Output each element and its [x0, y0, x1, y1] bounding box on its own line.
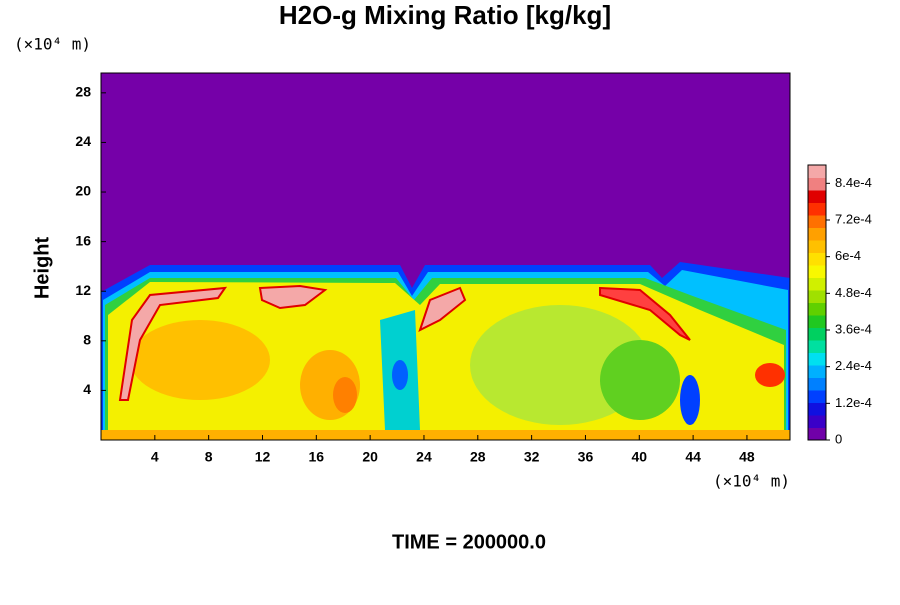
colorbar-band [808, 352, 826, 366]
x-tick-label: 4 [151, 449, 159, 465]
field-region [101, 430, 790, 440]
contour-field [101, 73, 790, 440]
colorbar-band [808, 365, 826, 378]
x-tick-label: 32 [524, 449, 540, 465]
y-unit: (×10⁴ m) [14, 35, 91, 54]
x-tick-label: 20 [362, 449, 378, 465]
x-tick-label: 48 [739, 449, 755, 465]
field-region [118, 286, 228, 401]
y-tick-label: 12 [75, 282, 91, 298]
chart-title: H2O-g Mixing Ratio [kg/kg] [279, 0, 611, 30]
colorbar-tick-label: 1.2e-4 [835, 395, 872, 410]
colorbar-band [808, 302, 826, 316]
colorbar-tick-label: 8.4e-4 [835, 175, 872, 190]
time-label: TIME = 200000.0 [392, 531, 546, 553]
x-tick-label: 12 [255, 449, 271, 465]
colorbar-tick-label: 2.4e-4 [835, 358, 872, 373]
field-region [600, 340, 680, 420]
colorbar-band [808, 290, 826, 303]
colorbar-tick-label: 7.2e-4 [835, 211, 872, 226]
field-region [599, 286, 691, 341]
x-tick-label: 28 [470, 449, 486, 465]
x-tick-label: 16 [309, 449, 325, 465]
colorbar-band [808, 402, 826, 416]
x-tick-label: 24 [416, 449, 432, 465]
colorbar-tick-label: 6e-4 [835, 248, 861, 263]
colorbar-band [808, 277, 826, 291]
colorbar-band [808, 202, 826, 216]
y-tick-label: 4 [83, 381, 91, 397]
colorbar-band [808, 265, 826, 278]
colorbar-band [808, 327, 826, 341]
colorbar-band [808, 240, 826, 253]
y-tick-label: 24 [75, 133, 91, 149]
colorbar-band [808, 390, 826, 403]
colorbar-frame [807, 164, 827, 441]
colorbar-band [808, 427, 826, 441]
x-tick-label: 44 [685, 449, 701, 465]
y-tick-label: 8 [83, 332, 91, 348]
y-axis-label: Height [31, 237, 53, 300]
field-region [392, 360, 408, 390]
field-region [755, 363, 785, 387]
field-region [130, 320, 270, 400]
colorbar-tick-label: 0 [835, 431, 842, 446]
y-tick-label: 20 [75, 183, 91, 199]
plot-frame [100, 72, 791, 441]
x-tick-label: 36 [578, 449, 594, 465]
colorbar-band [808, 252, 826, 266]
y-tick-label: 28 [75, 84, 91, 100]
colorbar-band [808, 177, 826, 191]
colorbar-band [808, 165, 826, 178]
colorbar-band [808, 215, 826, 228]
colorbar-band [808, 227, 826, 241]
colorbar-tick-label: 3.6e-4 [835, 321, 872, 336]
colorbar-tick-label: 4.8e-4 [835, 285, 872, 300]
colorbar-band [808, 315, 826, 328]
field-region [333, 377, 357, 413]
x-tick-label: 8 [205, 449, 213, 465]
x-tick-label: 40 [631, 449, 647, 465]
colorbar: 0 1.2e-4 2.4e-4 3.6e-4 4.8e-4 6e-4 7.2e-4 8.4e-… [807, 164, 872, 446]
field-region [680, 375, 700, 425]
y-tick-label: 16 [75, 232, 91, 248]
colorbar-band [808, 377, 826, 391]
colorbar-band [808, 340, 826, 353]
field-region [258, 284, 328, 310]
x-unit: (×10⁴ m) [713, 472, 790, 491]
colorbar-band [808, 415, 826, 428]
field-region [418, 286, 467, 332]
colorbar-band [808, 190, 826, 203]
